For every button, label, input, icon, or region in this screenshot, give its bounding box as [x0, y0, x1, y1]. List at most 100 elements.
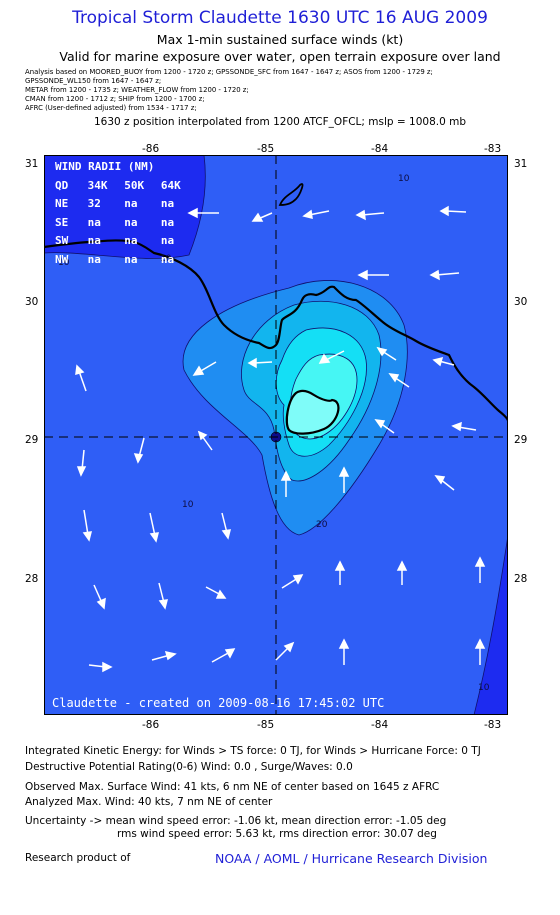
wind-arrow — [355, 209, 385, 221]
data-sources-line: METAR from 1200 - 1735 z; WEATHER_FLOW f… — [25, 86, 249, 94]
wind-radii-column: 34K — [87, 178, 108, 192]
wind-arrow — [205, 586, 227, 599]
contour-label: 10 — [58, 258, 70, 268]
radius-50kt: na — [124, 252, 138, 266]
wind-arrow — [149, 512, 159, 543]
quadrant-label: NW — [55, 252, 69, 266]
quadrant-label: NE — [55, 197, 69, 210]
ike-line: Integrated Kinetic Energy: for Winds > T… — [25, 745, 481, 757]
wind-arrow — [221, 512, 231, 540]
wind-max-contour — [285, 389, 340, 435]
radius-64kt: na — [160, 215, 175, 229]
lon-tick-label: -84 — [371, 143, 389, 155]
wind-vectors — [75, 205, 486, 673]
research-label: Research product of — [25, 852, 131, 864]
contour-label: 10 — [478, 683, 490, 693]
wind-arrow — [76, 449, 87, 477]
wind-arrow — [451, 421, 477, 432]
uncertainty-mean: Uncertainty -> mean wind speed error: -1… — [25, 815, 447, 827]
wind-radii-row: NE 32 na na — [55, 195, 191, 214]
wind-radii-table: WIND RADII (NM) QD 34K 50K 64K NE 32 na … — [55, 158, 191, 269]
data-sources-line: CMAN from 1200 - 1712 z; SHIP from 1200 … — [25, 95, 205, 103]
wind-arrow — [158, 582, 168, 610]
wind-radii-column: 64K — [160, 178, 181, 192]
wind-radii-header: WIND RADII (NM) — [55, 160, 155, 173]
lat-tick-label: 29 — [25, 434, 39, 446]
wind-radii-row: NW na na na — [55, 251, 191, 270]
dpr-line: Destructive Potential Rating(0-6) Wind: … — [25, 761, 353, 773]
wind-radii-row: SE na na na — [55, 214, 191, 233]
wind-arrow — [334, 560, 346, 585]
map-subtitle-exposure: Valid for marine exposure over water, op… — [59, 49, 501, 64]
radius-34kt: 32 — [87, 197, 101, 210]
map-frame — [44, 155, 508, 715]
lat-tick-label: 30 — [514, 296, 528, 308]
wind-arrow — [151, 650, 177, 661]
radius-64kt: na — [160, 252, 175, 266]
wind-arrow — [247, 357, 273, 369]
radius-34kt: na — [87, 215, 101, 229]
wind-field-map: 10 10 10 20 10 10 — [44, 155, 508, 715]
wind-arrow — [88, 661, 113, 673]
lon-tick-label: -84 — [371, 719, 389, 731]
wind-arrow — [388, 373, 410, 388]
wind-arrow — [338, 638, 350, 665]
wind-arrow — [192, 361, 217, 376]
contour-label: 10 — [182, 500, 194, 510]
map-title: Tropical Storm Claudette 1630 UTC 16 AUG… — [72, 8, 488, 28]
wind-arrow — [429, 269, 460, 281]
lon-tick-label: -86 — [142, 719, 160, 731]
radius-50kt: na — [124, 215, 138, 229]
lat-tick-label: 30 — [25, 296, 39, 308]
wind-arrow — [474, 638, 486, 665]
wind-arrow — [275, 641, 295, 661]
lat-tick-label: 31 — [25, 158, 39, 170]
wind-arrow — [434, 475, 455, 491]
data-sources-line: Analysis based on MOORED_BUOY from 1200 … — [25, 68, 433, 76]
quadrant-label: SW — [55, 234, 69, 247]
radius-34kt: na — [87, 234, 101, 247]
wind-arrow — [82, 509, 92, 542]
coastline — [44, 239, 508, 422]
wind-arrow — [432, 356, 455, 367]
lon-tick-label: -85 — [257, 143, 275, 155]
map-subtitle-wind-type: Max 1-min sustained surface winds (kt) — [156, 32, 404, 47]
wind-arrow — [396, 560, 408, 585]
uncertainty-rms: rms wind speed error: 5.63 kt, rms direc… — [117, 828, 437, 840]
wind-arrow — [251, 212, 273, 222]
wind-arrow — [302, 209, 330, 219]
wind-arrow — [187, 207, 219, 219]
wind-arrow — [280, 470, 292, 497]
lon-tick-label: -85 — [257, 719, 275, 731]
contour-label: 10 — [398, 174, 410, 184]
wind-arrow — [93, 584, 106, 610]
lat-tick-label: 29 — [514, 434, 528, 446]
wind-arrow — [197, 430, 213, 451]
data-sources-line: AFRC (User-defined adjusted) from 1534 -… — [25, 104, 197, 112]
created-timestamp: Claudette - created on 2009-08-16 17:45:… — [52, 696, 385, 710]
wind-radii-columns: QD 34K 50K 64K — [55, 177, 191, 196]
wind-arrow — [211, 648, 236, 663]
observed-max-wind: Observed Max. Surface Wind: 41 kts, 6 nm… — [25, 781, 440, 793]
lon-tick-label: -86 — [142, 143, 160, 155]
lon-tick-label: -83 — [484, 143, 502, 155]
wind-radii-column: 50K — [124, 178, 145, 192]
lat-tick-label: 31 — [514, 158, 528, 170]
noaa-credit: NOAA / AOML / Hurricane Research Divisio… — [215, 851, 488, 866]
radius-34kt: na — [87, 252, 101, 266]
wind-radii-column: QD — [55, 178, 69, 192]
lake-shore — [278, 183, 304, 206]
radius-64kt: na — [160, 197, 175, 210]
analyzed-max-wind: Analyzed Max. Wind: 40 kts, 7 nm NE of c… — [25, 796, 273, 808]
contour-label: 20 — [316, 520, 328, 530]
lat-tick-label: 28 — [514, 573, 528, 585]
wind-arrow — [281, 574, 304, 589]
lon-tick-label: -83 — [484, 719, 502, 731]
radius-64kt: na — [160, 234, 175, 247]
wind-arrow — [374, 419, 395, 434]
wind-arrow — [474, 556, 486, 583]
data-sources-line: GPSSONDE_WL150 from 1647 - 1647 z; — [25, 77, 162, 85]
quadrant-label: SE — [55, 215, 69, 229]
contour-label: 10 — [160, 254, 172, 264]
wind-arrow — [376, 346, 397, 361]
